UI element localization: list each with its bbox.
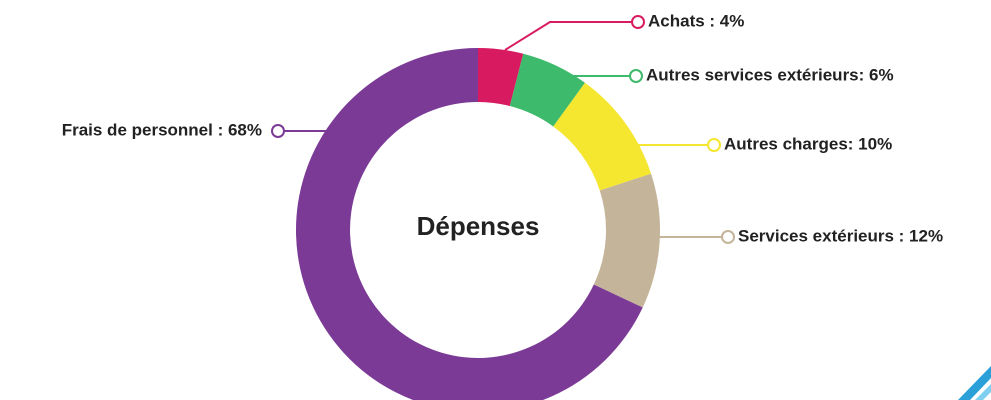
- leader-marker: [271, 124, 285, 138]
- logo: [958, 366, 991, 400]
- value-label: Achats : 4%: [648, 11, 744, 30]
- donut-slice: [478, 48, 524, 107]
- donut-slice: [509, 53, 585, 127]
- value-label: Services extérieurs : 12%: [738, 226, 943, 245]
- logo: [975, 384, 991, 400]
- value-label: Autres services extérieurs: 6%: [646, 65, 894, 84]
- center-label: Dépenses: [417, 211, 540, 241]
- value-label: Autres charges: 10%: [724, 134, 892, 153]
- donut-slice: [296, 48, 643, 400]
- leader-line: [504, 21, 632, 51]
- donut-slice: [553, 82, 652, 191]
- leader-marker: [721, 230, 735, 244]
- leader-marker: [629, 69, 643, 83]
- donut-slice: [593, 173, 660, 308]
- leader-marker: [707, 138, 721, 152]
- leader-marker: [631, 15, 645, 29]
- value-label: Frais de personnel : 68%: [62, 120, 262, 139]
